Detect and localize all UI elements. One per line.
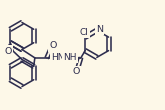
Text: O: O [49, 41, 57, 50]
Text: NH: NH [63, 53, 77, 62]
Text: Cl: Cl [80, 28, 89, 37]
Text: O: O [72, 67, 80, 76]
Text: HN: HN [51, 53, 65, 62]
Text: N: N [96, 25, 103, 34]
Text: O: O [4, 47, 12, 56]
